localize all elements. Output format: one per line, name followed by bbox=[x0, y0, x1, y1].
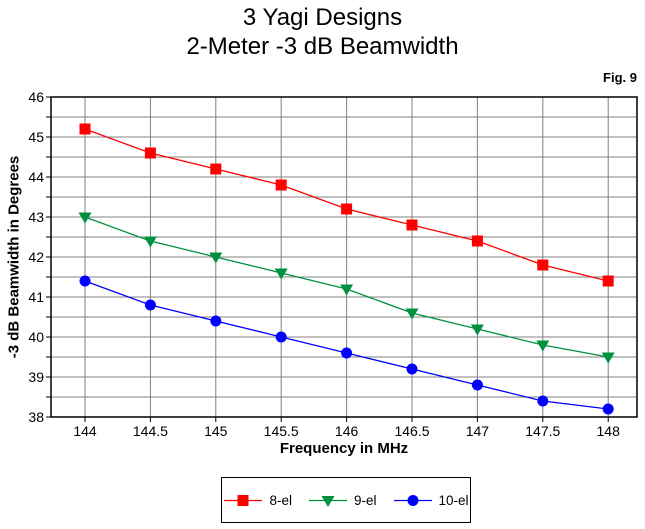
legend-marker-triangle-down-icon bbox=[308, 495, 347, 507]
svg-text:43: 43 bbox=[28, 209, 44, 225]
tick-marks bbox=[46, 96, 609, 422]
legend-item-10-el: 10-el bbox=[393, 493, 469, 508]
svg-text:40: 40 bbox=[28, 329, 44, 345]
chart-title-line2: 2-Meter -3 dB Beamwidth bbox=[186, 33, 459, 60]
y-tick-labels: 38 39 40 41 42 43 44 45 46 bbox=[28, 89, 44, 425]
legend: 8-el 9-el 10-el bbox=[221, 477, 471, 523]
svg-text:145.5: 145.5 bbox=[264, 423, 299, 439]
svg-text:144: 144 bbox=[73, 423, 97, 439]
svg-text:46: 46 bbox=[28, 89, 44, 105]
series-8-el bbox=[79, 123, 614, 287]
svg-text:146.5: 146.5 bbox=[394, 423, 429, 439]
series-10-el bbox=[79, 275, 614, 415]
legend-label: 10-el bbox=[438, 492, 469, 508]
svg-text:147.5: 147.5 bbox=[525, 423, 560, 439]
legend-item-9-el: 9-el bbox=[308, 493, 377, 508]
legend-item-8-el: 8-el bbox=[223, 493, 292, 508]
svg-text:147: 147 bbox=[466, 423, 490, 439]
gridlines bbox=[51, 97, 637, 417]
chart-title: 3 Yagi Designs 2-Meter -3 dB Beamwidth bbox=[0, 3, 645, 61]
svg-text:146: 146 bbox=[335, 423, 359, 439]
legend-marker-square-icon bbox=[224, 494, 263, 506]
figure-number: Fig. 9 bbox=[603, 70, 637, 85]
legend-label: 9-el bbox=[353, 492, 377, 508]
svg-text:45: 45 bbox=[28, 129, 44, 145]
chart-title-line1: 3 Yagi Designs bbox=[242, 4, 403, 31]
x-tick-labels: 144 144.5 145 145.5 146 146.5 147 147.5 148 bbox=[73, 423, 620, 439]
svg-text:145: 145 bbox=[204, 423, 228, 439]
legend-label: 8-el bbox=[269, 492, 292, 508]
legend-marker-circle-icon bbox=[393, 494, 432, 506]
svg-text:39: 39 bbox=[28, 369, 44, 385]
svg-text:42: 42 bbox=[28, 249, 44, 265]
svg-text:41: 41 bbox=[28, 289, 44, 305]
x-axis-title: Frequency in MHz bbox=[279, 440, 409, 457]
svg-text:144.5: 144.5 bbox=[133, 423, 168, 439]
y-axis-title: -3 dB Beamwidth in Degrees bbox=[5, 155, 23, 359]
svg-text:148: 148 bbox=[597, 423, 621, 439]
svg-text:44: 44 bbox=[28, 169, 44, 185]
series-9-el bbox=[78, 212, 615, 364]
svg-text:38: 38 bbox=[28, 409, 44, 425]
